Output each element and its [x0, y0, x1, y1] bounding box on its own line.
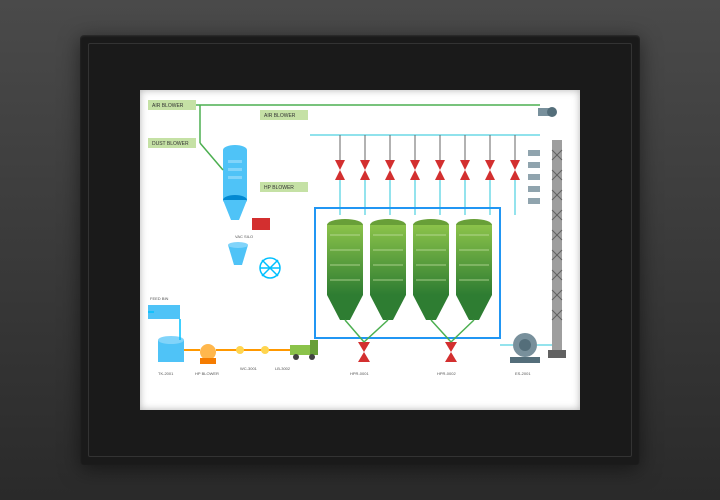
indicator-1[interactable] — [528, 150, 540, 156]
wc-label: WC-3001 — [240, 366, 258, 371]
cyclone[interactable] — [228, 242, 248, 265]
silo-2[interactable] — [370, 219, 406, 320]
valve-v08[interactable] — [510, 135, 520, 215]
hp-blower-text: HP BLOWER — [264, 185, 294, 191]
valve-v02[interactable] — [360, 135, 370, 215]
rotary-valve[interactable] — [260, 258, 280, 278]
feed-bin-label: FEED BIN — [150, 296, 169, 301]
fan-unit[interactable] — [510, 333, 540, 363]
sensor-icon[interactable] — [538, 107, 557, 117]
air-blower-text-2: AIR BLOWER — [264, 113, 296, 119]
lb-label: LB-3002 — [275, 366, 291, 371]
es-label: ES-2001 — [515, 371, 531, 376]
hpr-label-2: HPR-0002 — [437, 371, 456, 376]
vac-silo-label: VAC SILO — [235, 234, 253, 239]
valve-v04[interactable] — [410, 135, 420, 215]
pump[interactable] — [200, 344, 216, 364]
indicator-2[interactable] — [528, 162, 540, 168]
valve-v03[interactable] — [385, 135, 395, 215]
silo-4[interactable] — [456, 219, 492, 320]
monitor-bezel: AIR BLOWER DUST BLOWER AIR BLOWER HP BLO… — [80, 35, 640, 465]
indicator-4[interactable] — [528, 186, 540, 192]
silo-group — [327, 219, 492, 320]
valve-v01[interactable] — [335, 135, 345, 215]
silo-1[interactable] — [327, 219, 363, 320]
truck-icon[interactable] — [290, 340, 318, 360]
air-blower-text-1: AIR BLOWER — [152, 103, 184, 109]
silo-3[interactable] — [413, 219, 449, 320]
pipe-d1 — [200, 143, 223, 170]
hp-blower-label: HP BLOWER — [195, 371, 219, 376]
indicator-5[interactable] — [528, 198, 540, 204]
process-diagram: AIR BLOWER DUST BLOWER AIR BLOWER HP BLO… — [140, 90, 580, 410]
inline-filter-1[interactable] — [236, 346, 244, 354]
valve-v05[interactable] — [435, 135, 445, 215]
stack-tower[interactable] — [548, 140, 566, 358]
dust-blower-text: DUST BLOWER — [152, 141, 189, 147]
reactor-vessel[interactable] — [223, 145, 247, 220]
hpr-label-1: HPR-0001 — [350, 371, 369, 376]
valve-v06[interactable] — [460, 135, 470, 215]
indicator-3[interactable] — [528, 174, 540, 180]
inline-filter-2[interactable] — [261, 346, 269, 354]
indicator-stack — [528, 150, 540, 204]
discharge-valve-2[interactable] — [445, 342, 457, 352]
valve-v07[interactable] — [485, 135, 495, 215]
discharge-valve-1[interactable] — [358, 342, 370, 352]
hmi-screen[interactable]: AIR BLOWER DUST BLOWER AIR BLOWER HP BLO… — [140, 90, 580, 410]
tk-label: TK-2001 — [158, 371, 174, 376]
indicator-red[interactable] — [252, 218, 270, 230]
valve-manifold — [335, 135, 520, 215]
